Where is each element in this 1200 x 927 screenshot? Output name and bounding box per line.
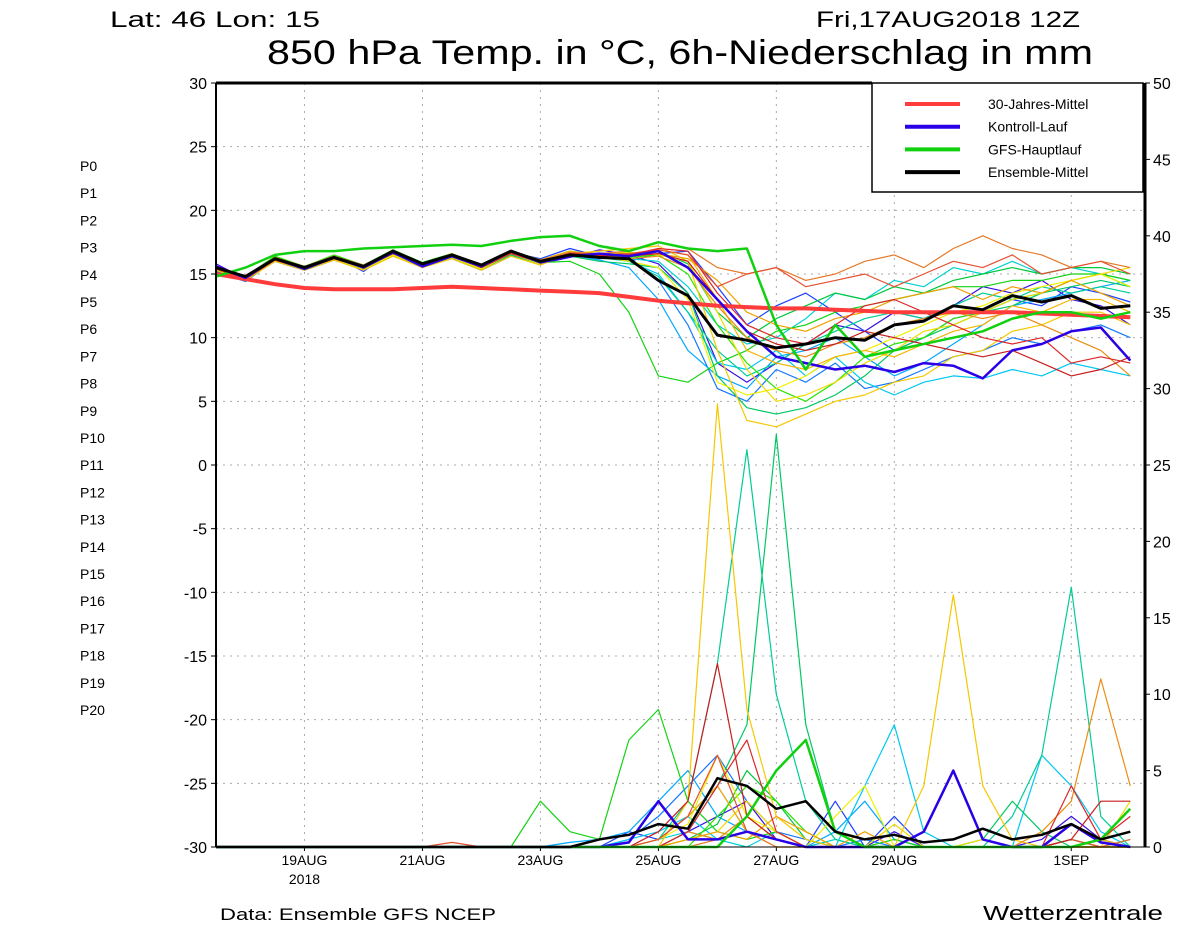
temp-line-climatology bbox=[215, 272, 1131, 320]
member-label-p10: P10 bbox=[80, 430, 105, 446]
legend-label-mean: Ensemble-Mittel bbox=[988, 164, 1088, 180]
x-tick-label: 21AUG bbox=[399, 852, 445, 868]
y-tick-label: 10 bbox=[189, 331, 207, 348]
member-label-p19: P19 bbox=[80, 675, 105, 691]
member-label-p18: P18 bbox=[80, 648, 105, 664]
x-axis: 19AUG 2018 21AUG 23AUG 25AUG 27AUG 29AUG 1SEP bbox=[282, 847, 1089, 887]
member-label-p16: P16 bbox=[80, 593, 105, 609]
y-tick-label: -20 bbox=[184, 713, 207, 730]
x-tick-label: 19AUG bbox=[282, 852, 328, 868]
member-label-p13: P13 bbox=[80, 512, 105, 528]
brand-label: Wetterzentrale bbox=[983, 903, 1163, 925]
location-label: Lat: 46 Lon: 15 bbox=[110, 7, 320, 32]
y-tick-label: 0 bbox=[198, 458, 207, 475]
x-tick-label: 1SEP bbox=[1053, 852, 1089, 868]
y-tick-label: 5 bbox=[198, 394, 207, 411]
data-source: Data: Ensemble GFS NCEP bbox=[220, 905, 496, 924]
y-tick-label: 20 bbox=[189, 203, 207, 220]
x-tick-label: 29AUG bbox=[871, 852, 917, 868]
y2-tick-label: 0 bbox=[1153, 840, 1162, 857]
y-tick-label: -5 bbox=[193, 522, 207, 539]
y2-tick-label: 30 bbox=[1153, 382, 1171, 399]
y-tick-label: -10 bbox=[184, 585, 207, 602]
y2-tick-label: 10 bbox=[1153, 687, 1171, 704]
member-label-p7: P7 bbox=[80, 348, 97, 364]
y-axis-left: 30 25 20 15 10 5 0 -5 -10 -15 -20 -25 -30 bbox=[184, 76, 216, 857]
member-labels: P0 P1 P2 P3 P4 P5 P6 P7 P8 P9 P10 P11 P12 P13 P14 P15 P1… bbox=[80, 158, 105, 718]
member-label-p12: P12 bbox=[80, 484, 105, 500]
temp-line-p4 bbox=[215, 250, 1131, 396]
member-label-p5: P5 bbox=[80, 294, 97, 310]
temp-line-p18 bbox=[215, 249, 1131, 288]
chart-title: 850 hPa Temp. in °C, 6h-Niederschlag in … bbox=[267, 34, 1093, 72]
member-label-p2: P2 bbox=[80, 212, 97, 228]
legend-label-control: Kontroll-Lauf bbox=[988, 119, 1067, 135]
precip-line-p6 bbox=[216, 449, 1131, 848]
member-label-p3: P3 bbox=[80, 240, 97, 256]
y-tick-label: -30 bbox=[184, 840, 207, 857]
member-label-p4: P4 bbox=[80, 267, 97, 283]
member-label-p11: P11 bbox=[80, 457, 104, 473]
y-tick-label: -15 bbox=[184, 649, 207, 666]
y-tick-label: 30 bbox=[189, 76, 207, 93]
member-label-p17: P17 bbox=[80, 620, 105, 636]
plot-frame bbox=[215, 81, 1147, 848]
legend-label-clim: 30-Jahres-Mittel bbox=[988, 96, 1088, 112]
member-label-p14: P14 bbox=[80, 539, 105, 555]
y2-tick-label: 50 bbox=[1153, 76, 1171, 93]
y2-tick-label: 35 bbox=[1153, 305, 1171, 322]
y-tick-label: 25 bbox=[189, 140, 207, 157]
y2-tick-label: 15 bbox=[1153, 611, 1171, 628]
series bbox=[215, 234, 1132, 849]
y-tick-label: 15 bbox=[189, 267, 207, 284]
temp-line-p11 bbox=[215, 253, 1131, 396]
member-label-p20: P20 bbox=[80, 702, 105, 718]
member-label-p15: P15 bbox=[80, 566, 105, 582]
y2-tick-label: 45 bbox=[1153, 152, 1171, 169]
temp-line-p13 bbox=[215, 245, 1131, 428]
member-label-p6: P6 bbox=[80, 321, 97, 337]
y2-tick-label: 20 bbox=[1153, 534, 1171, 551]
y2-tick-label: 25 bbox=[1153, 458, 1171, 475]
member-label-p0: P0 bbox=[80, 158, 97, 174]
legend: 30-Jahres-Mittel Kontroll-Lauf GFS-Hauptla… bbox=[871, 82, 1144, 193]
grid bbox=[216, 83, 1145, 847]
x-tick-label: 27AUG bbox=[753, 852, 799, 868]
legend-label-gfs: GFS-Hauptlauf bbox=[988, 141, 1081, 157]
x-tick-label: 23AUG bbox=[517, 852, 563, 868]
y2-tick-label: 40 bbox=[1153, 229, 1171, 246]
member-label-p1: P1 bbox=[80, 185, 97, 201]
y-tick-label: -25 bbox=[184, 776, 207, 793]
temp-line-mean bbox=[215, 249, 1131, 350]
y2-tick-label: 5 bbox=[1153, 764, 1162, 781]
x-tick-label: 25AUG bbox=[635, 852, 681, 868]
member-label-p9: P9 bbox=[80, 403, 97, 419]
temp-line-gfs bbox=[215, 234, 1131, 371]
run-label: Fri,17AUG2018 12Z bbox=[816, 7, 1080, 32]
precip-line-p13 bbox=[216, 403, 1131, 848]
member-label-p8: P8 bbox=[80, 376, 97, 392]
x-tick-sublabel: 2018 bbox=[289, 871, 320, 887]
